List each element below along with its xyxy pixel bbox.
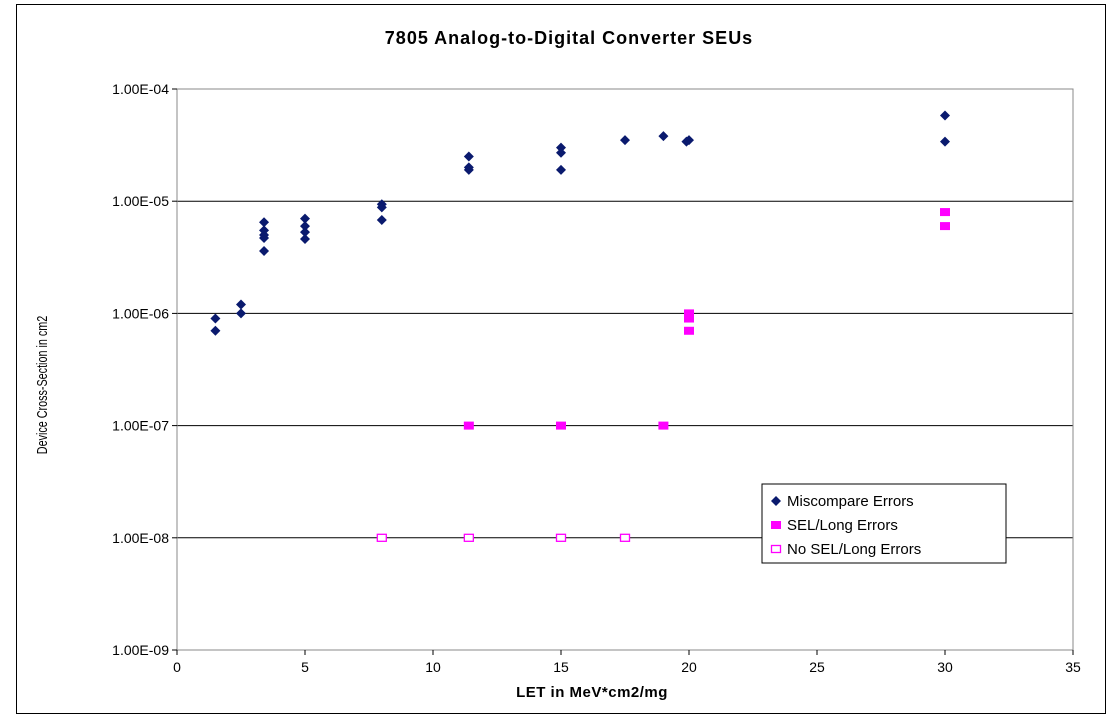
y-tick-label: 1.00E-09 [112,642,169,658]
data-point [259,245,270,256]
x-tick-label: 10 [425,659,441,675]
data-point [940,110,950,121]
y-axis-ticks: 1.00E-09 1.00E-08 1.00E-07 1.00E-06 1.00E-05… [112,81,177,658]
x-tick-label: 35 [1065,659,1081,675]
data-point [376,533,387,542]
data-point [620,135,630,146]
data-points [210,110,950,542]
plot-area [176,88,1074,651]
legend: Miscompare Errors SEL/Long Errors No SEL/L… [761,483,1007,564]
x-tick-label: 25 [809,659,825,675]
chart-frame: 7805 Analog-to-Digital Converter SEUs 1.… [16,4,1106,714]
data-point [376,214,387,225]
data-point [681,136,692,147]
legend-marker [771,496,781,506]
x-tick-label: 15 [553,659,569,675]
x-tick-label: 5 [301,659,309,675]
scatter-chart: 7805 Analog-to-Digital Converter SEUs 1.… [33,28,1081,701]
data-point [684,326,694,335]
y-tick-label: 1.00E-08 [112,530,169,546]
data-point [463,421,474,430]
y-tick-label: 1.00E-06 [112,305,169,321]
data-point [556,147,566,158]
x-axis-ticks: 0 5 10 15 20 25 30 35 [173,650,1081,675]
data-point [210,313,221,324]
data-point [300,213,310,224]
data-point [376,202,387,213]
data-point [556,421,566,430]
legend-box [761,483,1007,564]
data-point [658,421,669,430]
legend-label: Miscompare Errors [787,493,914,510]
data-point [300,234,310,245]
data-point [259,217,270,228]
data-point [555,533,567,542]
legend-marker [770,544,782,554]
legend-label: No SEL/Long Errors [787,541,921,558]
data-point [619,533,631,542]
data-point [236,308,246,319]
data-point [556,142,566,153]
data-point [259,232,270,243]
x-tick-label: 20 [681,659,697,675]
data-point [300,221,310,232]
chart-title: 7805 Analog-to-Digital Converter SEUs [385,28,753,48]
y-tick-label: 1.00E-05 [112,193,169,209]
data-point [940,136,950,147]
data-point [463,533,474,542]
data-point [236,299,246,310]
x-tick-label: 30 [937,659,953,675]
data-point [658,131,669,142]
data-point [300,227,310,238]
data-point [684,309,694,318]
x-tick-label: 0 [173,659,181,675]
data-point [463,151,474,162]
data-point [556,164,566,175]
y-tick-label: 1.00E-07 [112,418,169,434]
legend-marker [771,521,781,529]
y-tick-label: 1.00E-04 [112,81,169,97]
x-axis-title: LET in MeV*cm2/mg [516,684,668,701]
legend-label: SEL/Long Errors [787,517,898,534]
data-point [940,222,950,231]
y-axis-title: Device Cross-Section in cm2 [33,316,50,454]
data-point [940,208,950,217]
data-point [684,314,694,323]
data-point [463,164,474,175]
data-point [210,325,221,336]
